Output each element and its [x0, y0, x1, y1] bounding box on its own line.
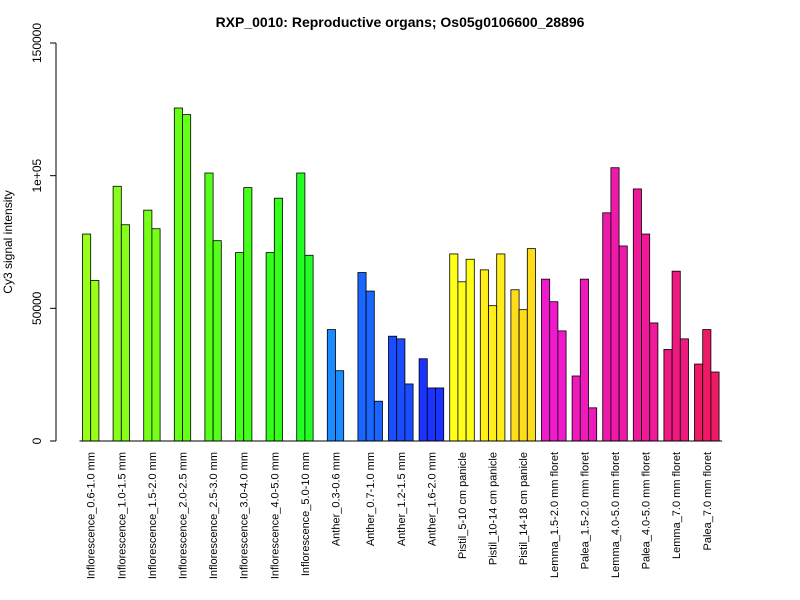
- bar: [204, 172, 214, 442]
- category-label: Palea_7.0 mm floret: [702, 452, 714, 550]
- bar: [663, 349, 673, 442]
- category-label: Pistil_14-18 cm panicle: [518, 452, 530, 565]
- bar: [435, 387, 445, 442]
- bar: [526, 248, 536, 442]
- bar: [579, 278, 589, 442]
- bar: [143, 209, 153, 442]
- bar: [602, 212, 612, 442]
- bar: [265, 252, 275, 442]
- bar: [82, 233, 92, 442]
- y-axis: 0 50000 1e+05 150000: [30, 23, 57, 444]
- bar: [694, 363, 704, 442]
- bar: [541, 278, 551, 442]
- bar: [641, 233, 651, 442]
- bar: [571, 375, 581, 442]
- y-tick-label: 1e+05: [30, 158, 44, 192]
- y-tick-label: 0: [30, 437, 44, 444]
- bar: [632, 188, 642, 442]
- category-label: Inflorescence_0.6-1.0 mm: [86, 452, 98, 579]
- category-label: Lemma_1.5-2.0 mm floret: [549, 452, 561, 578]
- bar: [396, 338, 406, 442]
- category-label: Inflorescence_2.5-3.0 mm: [208, 452, 220, 579]
- bar: [710, 371, 720, 442]
- category-label: Inflorescence_5.0-10 mm: [300, 452, 312, 576]
- category-label: Lemma_4.0-5.0 mm floret: [610, 452, 622, 578]
- bar: [549, 301, 559, 442]
- bar: [418, 358, 428, 442]
- bar: [671, 270, 681, 442]
- category-label: Lemma_7.0 mm floret: [671, 452, 683, 559]
- bar: [212, 240, 222, 442]
- bar: [120, 224, 130, 442]
- bar: [90, 280, 100, 442]
- bar: [557, 330, 567, 442]
- category-label: Anther_0.3-0.6 mm: [331, 452, 343, 546]
- category-label: Inflorescence_1.0-1.5 mm: [116, 452, 128, 579]
- category-label: Anther_1.6-2.0 mm: [426, 452, 438, 546]
- category-labels: Inflorescence_0.6-1.0 mm Inflorescence_1.…: [86, 452, 714, 579]
- bar: [510, 289, 520, 442]
- category-label: Palea_4.0-5.0 mm floret: [641, 452, 653, 569]
- bars: [82, 107, 720, 442]
- bar: [365, 290, 375, 442]
- bar: [335, 370, 345, 442]
- bar: [610, 167, 620, 442]
- category-label: Pistil_10-14 cm panicle: [488, 452, 500, 565]
- bar: [304, 254, 314, 442]
- bar: [426, 387, 436, 442]
- bar: [449, 253, 459, 442]
- bar: [235, 252, 245, 442]
- category-label: Anther_1.2-1.5 mm: [396, 452, 408, 546]
- bar: [151, 228, 161, 442]
- bar: [588, 407, 598, 442]
- category-label: Inflorescence_4.0-5.0 mm: [269, 452, 281, 579]
- bar: [404, 383, 414, 442]
- y-tick-label: 150000: [30, 23, 44, 63]
- category-label: Inflorescence_3.0-4.0 mm: [239, 452, 251, 579]
- bar: [273, 197, 283, 442]
- bar: [496, 253, 506, 442]
- bar: [357, 272, 367, 442]
- bar: [296, 172, 306, 442]
- bar: [618, 245, 628, 442]
- bar: [243, 187, 253, 442]
- bar: [479, 269, 489, 442]
- bar: [326, 329, 336, 442]
- category-label: Palea_1.5-2.0 mm floret: [579, 452, 591, 569]
- y-tick-label: 50000: [30, 291, 44, 325]
- chart-title: RXP_0010: Reproductive organs; Os05g0106…: [216, 14, 585, 30]
- bar: [457, 281, 467, 442]
- bar: [388, 335, 398, 442]
- bar: [679, 338, 689, 442]
- bar: [649, 322, 659, 442]
- category-label: Inflorescence_1.5-2.0 mm: [147, 452, 159, 579]
- bar: [702, 329, 712, 442]
- bar: [373, 400, 383, 442]
- bar: [182, 114, 192, 442]
- bar: [465, 258, 475, 442]
- bar: [112, 185, 122, 442]
- bar: [518, 309, 528, 442]
- category-label: Anther_0.7-1.0 mm: [365, 452, 377, 546]
- y-axis-label: Cy3 signal intensity: [1, 190, 15, 293]
- category-label: Pistil_5-10 cm panicle: [457, 452, 469, 559]
- bar: [488, 305, 498, 442]
- category-label: Inflorescence_2.0-2.5 mm: [178, 452, 190, 579]
- bar: [173, 107, 183, 442]
